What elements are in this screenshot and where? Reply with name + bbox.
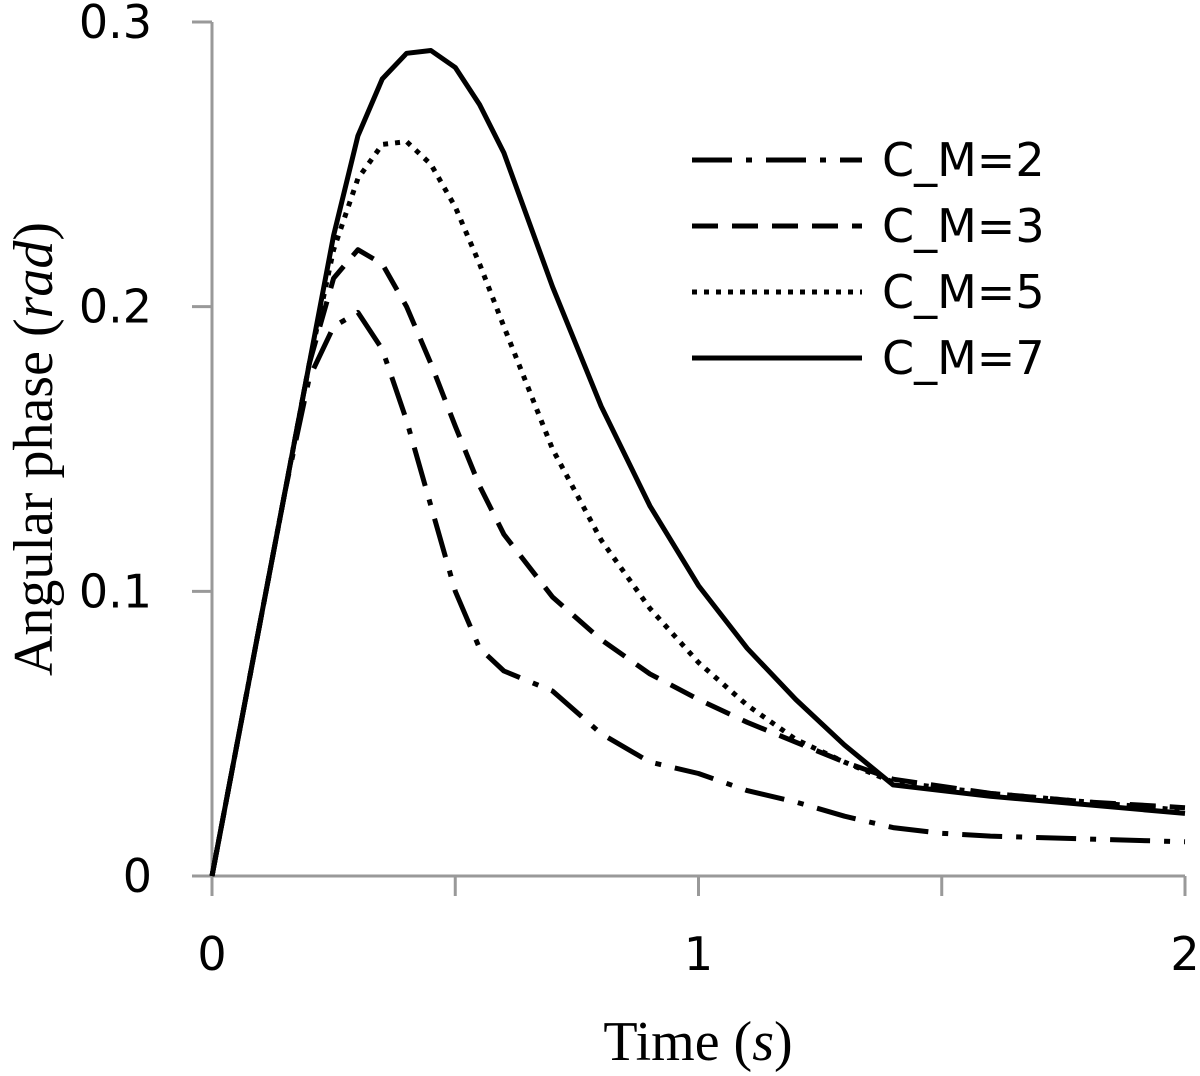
legend-label: C_M=7 (882, 331, 1045, 385)
series-line-solid (209, 48, 1186, 877)
series-line-dashdot (209, 309, 1186, 877)
y-tick-label: 0.1 (79, 564, 152, 618)
x-tick-label: 0 (197, 927, 226, 981)
legend: C_M=2 C_M=3 C_M=5 C_M=7 (692, 133, 1045, 385)
x-axis-title: Time (s) (603, 1011, 792, 1073)
x-tick-label: 2 (1170, 927, 1199, 981)
legend-label: C_M=5 (882, 265, 1045, 319)
series-layer (209, 48, 1186, 877)
x-tick-label: 1 (684, 927, 713, 981)
y-axis-title: Angular phase (rad) (3, 222, 65, 676)
y-tick-label: 0.2 (79, 280, 152, 334)
legend-label: C_M=2 (882, 133, 1045, 187)
y-tick-label: 0 (123, 849, 152, 903)
y-tick-label: 0.3 (79, 0, 152, 49)
legend-label: C_M=3 (882, 199, 1045, 253)
ticks: 0 0.1 0.2 0.3 0 1 2 (79, 0, 1200, 981)
